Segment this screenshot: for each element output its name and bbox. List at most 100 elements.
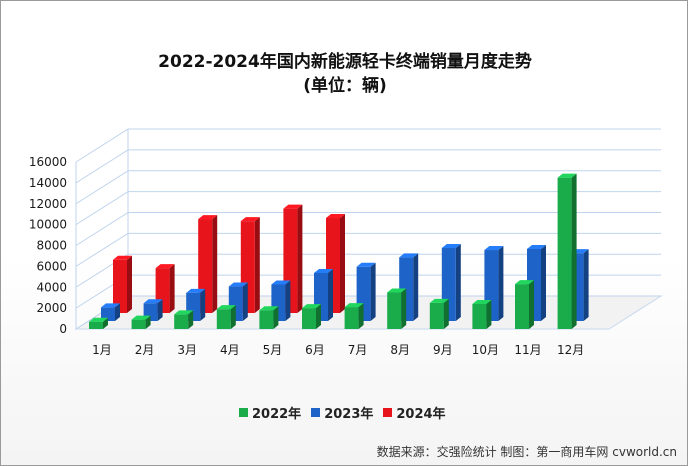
grid-line-side <box>75 232 129 267</box>
legend-swatch <box>311 407 321 417</box>
bar-side <box>583 249 589 321</box>
x-tick-label: 11月 <box>514 343 541 357</box>
chart-subtitle: (单位：辆) <box>303 76 387 96</box>
x-tick-label: 5月 <box>263 343 283 357</box>
bar-top <box>143 299 163 304</box>
bar-side <box>413 253 419 321</box>
bar-side <box>273 306 279 329</box>
x-axis-ticks: 1月 2月 3月 4月 5月 6月 7月 8月 9月 10月 11月 12月 <box>92 343 584 357</box>
bar-side <box>145 315 151 329</box>
bar-top <box>240 217 260 222</box>
bar-front <box>472 303 487 329</box>
bar-side <box>328 268 333 321</box>
bar-side <box>316 304 321 329</box>
bar <box>387 288 407 329</box>
bar-side <box>212 215 218 313</box>
bar-side <box>443 298 449 329</box>
x-tick-label: 7月 <box>348 343 368 357</box>
bar-side <box>486 299 492 329</box>
bar-side <box>370 262 376 321</box>
bar <box>89 317 108 329</box>
bar-top <box>216 305 236 310</box>
legend-item: 2023年 <box>311 403 373 422</box>
y-tick-label: 10000 <box>29 218 67 232</box>
bar-top <box>186 288 206 293</box>
bar-top <box>387 288 407 293</box>
bar-side <box>541 244 546 321</box>
y-tick-label: 4000 <box>36 280 67 294</box>
x-tick-label: 3月 <box>177 343 197 357</box>
y-tick-label: 2000 <box>36 301 67 315</box>
bar-side <box>127 255 132 313</box>
y-tick-label: 6000 <box>36 259 67 273</box>
bar <box>344 303 364 329</box>
bar-front <box>557 177 572 329</box>
bar-top <box>356 262 376 267</box>
bar-top <box>429 298 449 303</box>
bar-side <box>115 303 120 321</box>
legend-swatch <box>239 407 248 417</box>
bar-top <box>101 303 120 308</box>
bar-top <box>198 215 218 220</box>
legend-label: 2022年 <box>252 406 302 422</box>
bar-front <box>515 284 529 329</box>
source-note: 数据来源：交强险统计 制图：第一商用车网 cvworld.cn <box>376 445 677 459</box>
y-tick-label: 8000 <box>36 239 67 253</box>
bar-front <box>302 308 316 329</box>
y-axis-ticks: 0 2000 4000 6000 8000 10000 12000 14000 16000 <box>29 155 67 336</box>
bar-front <box>429 302 444 329</box>
bar-top <box>326 214 345 219</box>
bar-side <box>297 204 303 313</box>
bar-side <box>157 299 163 321</box>
bar <box>557 173 577 329</box>
bar-front <box>101 307 115 321</box>
y-tick-label: 0 <box>59 322 67 336</box>
legend-swatch <box>383 407 393 417</box>
bar-side <box>169 264 175 313</box>
grid-line-side <box>75 149 129 184</box>
bar-top <box>399 253 419 258</box>
legend-item: 2024年 <box>383 403 446 422</box>
bar-top <box>271 280 291 285</box>
y-tick-label: 12000 <box>29 197 67 211</box>
bar-side <box>200 288 206 321</box>
bar-top <box>89 317 108 322</box>
bar-front <box>89 321 103 329</box>
bar-top <box>344 303 364 308</box>
bar-top <box>283 204 303 209</box>
bar-side <box>358 303 364 329</box>
bar-front <box>131 319 146 329</box>
bar <box>113 255 132 313</box>
x-tick-label: 4月 <box>220 343 240 357</box>
grid-line-side <box>75 128 129 163</box>
bar-top <box>515 280 534 285</box>
bar-side <box>529 280 534 329</box>
x-tick-label: 1月 <box>92 343 112 357</box>
bar-side <box>401 288 407 329</box>
grid-line-side <box>75 170 129 205</box>
bar-top <box>484 246 504 251</box>
bar <box>283 204 303 313</box>
x-tick-label: 2月 <box>135 343 155 357</box>
x-tick-label: 9月 <box>433 343 453 357</box>
bar-top <box>174 310 194 315</box>
bar <box>216 305 236 329</box>
y-tick-label: 14000 <box>29 176 67 190</box>
bar-side <box>498 246 504 321</box>
bar-top <box>155 264 175 269</box>
bar-top <box>441 243 461 248</box>
chart-title: 2022-2024年国内新能源轻卡终端销量月度走势 <box>158 52 532 72</box>
bar-side <box>188 310 194 329</box>
bar-side <box>340 214 345 313</box>
bar-top <box>131 315 151 320</box>
bar-top <box>527 244 546 249</box>
bar <box>429 298 449 329</box>
grid-line-side <box>75 212 129 246</box>
bar-side <box>242 282 248 321</box>
bar-top <box>302 304 321 309</box>
bar-side <box>103 317 108 329</box>
bar <box>472 299 492 329</box>
y-tick-label: 16000 <box>29 155 67 169</box>
bar-side <box>571 173 577 329</box>
